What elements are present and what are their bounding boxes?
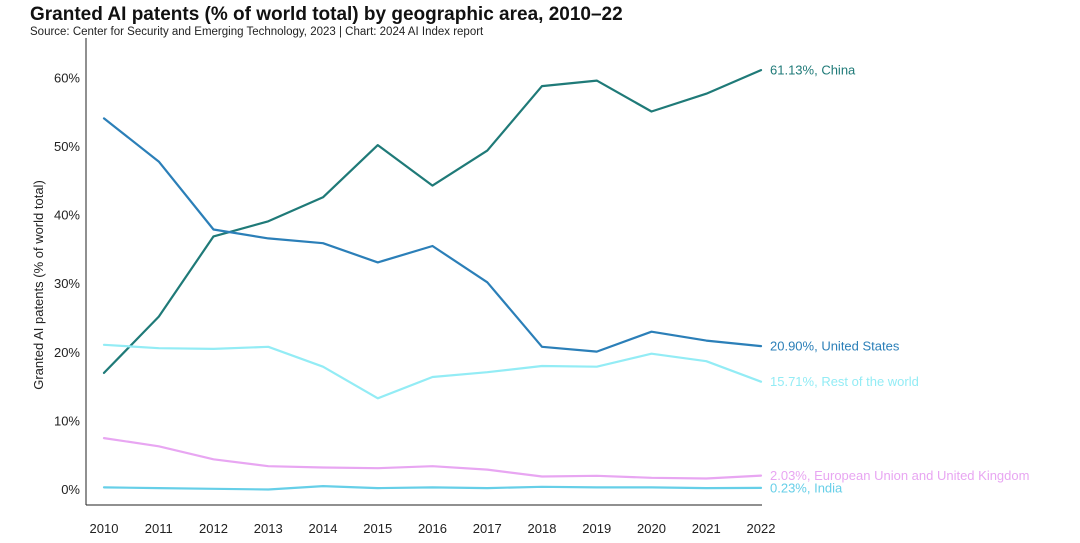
- x-tick-label: 2018: [528, 521, 557, 536]
- series-line: [102, 485, 763, 491]
- x-tick-label: 2015: [363, 521, 392, 536]
- x-tick-label: 2011: [145, 521, 173, 536]
- chart-subtitle: Source: Center for Security and Emerging…: [30, 26, 484, 38]
- series-line: [102, 343, 763, 400]
- series-end-label: 0.23%, India: [770, 480, 843, 495]
- x-tick-label: 2016: [418, 521, 447, 536]
- x-tick-label: 2014: [309, 521, 338, 536]
- series-end-label: 2.03%, European Union and United Kingdom: [770, 468, 1029, 483]
- y-tick-label: 10%: [54, 413, 80, 428]
- y-tick-label: 60%: [54, 70, 80, 85]
- series-line: [102, 117, 763, 353]
- y-tick-labels: 0% 10% 20% 30% 40% 50% 60%: [54, 70, 80, 497]
- x-tick-label: 2017: [473, 521, 502, 536]
- x-tick-label: 2019: [582, 521, 611, 536]
- series-line: [102, 437, 763, 480]
- y-axis-label: Granted AI patents (% of world total): [31, 180, 46, 390]
- y-tick-label: 30%: [54, 276, 80, 291]
- y-tick-label: 40%: [54, 208, 80, 223]
- x-tick-labels: 2010 2011 2012 2013 2014 2015 2016 2017 2018 2019…: [90, 521, 776, 536]
- x-tick-label: 2021: [692, 521, 721, 536]
- x-tick-label: 2013: [254, 521, 283, 536]
- x-tick-label: 2012: [199, 521, 228, 536]
- x-tick-label: 2010: [90, 521, 119, 536]
- axes: [85, 38, 762, 506]
- x-tick-label: 2020: [637, 521, 666, 536]
- chart-title: Granted AI patents (% of world total) by…: [30, 4, 623, 25]
- y-tick-label: 0%: [61, 482, 80, 497]
- y-tick-label: 50%: [54, 139, 80, 154]
- x-tick-label: 2022: [747, 521, 776, 536]
- y-tick-label: 20%: [54, 345, 80, 360]
- series-lines: [102, 68, 763, 491]
- end-labels: 61.13%, China 20.90%, United States 15.71%…: [770, 63, 1029, 496]
- series-end-label: 15.71%, Rest of the world: [770, 374, 919, 389]
- series-end-label: 61.13%, China: [770, 63, 856, 78]
- series-end-label: 20.90%, United States: [770, 339, 900, 354]
- series-line: [102, 68, 763, 374]
